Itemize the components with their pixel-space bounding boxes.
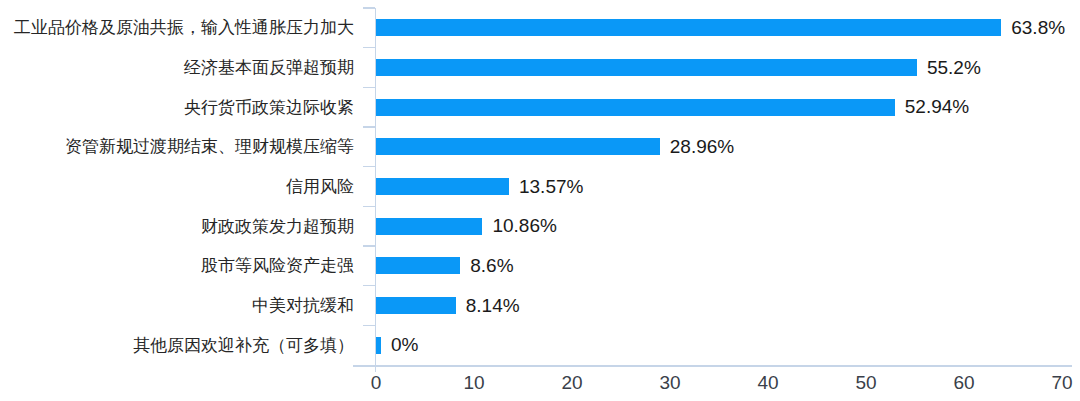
bar-row: 8.6%	[376, 246, 1062, 286]
x-tick-label: 10	[463, 372, 484, 394]
value-label: 28.96%	[670, 136, 734, 158]
value-label: 10.86%	[492, 215, 556, 237]
bar-row: 28.96%	[376, 127, 1062, 167]
category-label: 工业品价格及原油共振，输入性通胀压力加大	[0, 8, 365, 48]
category-label: 央行货币政策边际收紧	[0, 87, 365, 127]
x-axis-line	[353, 365, 1072, 367]
value-label: 8.14%	[466, 295, 520, 317]
value-label: 63.8%	[1011, 17, 1065, 39]
bar-row: 63.8%	[376, 8, 1062, 48]
bar-row: 10.86%	[376, 206, 1062, 246]
bar	[376, 297, 456, 314]
value-label: 0%	[391, 334, 418, 356]
x-tick-label: 50	[855, 372, 876, 394]
category-label: 信用风险	[0, 167, 365, 207]
bar-row: 0%	[376, 325, 1062, 365]
bar	[376, 59, 917, 76]
x-tick-label: 20	[561, 372, 582, 394]
bar	[376, 99, 895, 116]
value-label: 13.57%	[519, 176, 583, 198]
bar	[376, 19, 1001, 36]
plot-rows: 63.8% 55.2% 52.94% 28.96% 13.57% 10.86% 8.6% 8.…	[376, 8, 1062, 365]
value-label: 52.94%	[905, 96, 969, 118]
value-label: 8.6%	[470, 255, 513, 277]
bar	[376, 218, 482, 235]
category-label: 财政政策发力超预期	[0, 206, 365, 246]
category-label: 资管新规过渡期结束、理财规模压缩等	[0, 127, 365, 167]
bar	[376, 178, 509, 195]
bar-row: 13.57%	[376, 167, 1062, 207]
category-label: 经济基本面反弹超预期	[0, 48, 365, 88]
x-tick-label: 70	[1051, 372, 1072, 394]
x-tick-label: 30	[659, 372, 680, 394]
plot-area: 63.8% 55.2% 52.94% 28.96% 13.57% 10.86% 8.6% 8.…	[376, 8, 1062, 365]
category-label: 股市等风险资产走强	[0, 246, 365, 286]
bar	[376, 257, 460, 274]
bar-row: 55.2%	[376, 48, 1062, 88]
x-tick-label: 60	[953, 372, 974, 394]
x-axis-ticks: 010203040506070	[376, 372, 1062, 398]
value-label: 55.2%	[927, 57, 981, 79]
bar-chart: 工业品价格及原油共振，输入性通胀压力加大经济基本面反弹超预期央行货币政策边际收紧…	[0, 0, 1080, 401]
bar-row: 52.94%	[376, 87, 1062, 127]
category-labels: 工业品价格及原油共振，输入性通胀压力加大经济基本面反弹超预期央行货币政策边际收紧…	[0, 8, 365, 365]
bar-row: 8.14%	[376, 286, 1062, 326]
bar	[376, 138, 660, 155]
category-label: 中美对抗缓和	[0, 286, 365, 326]
category-label: 其他原因欢迎补充（可多填）	[0, 325, 365, 365]
bar	[376, 337, 381, 354]
x-tick-label: 0	[371, 372, 382, 394]
x-tick-label: 40	[757, 372, 778, 394]
